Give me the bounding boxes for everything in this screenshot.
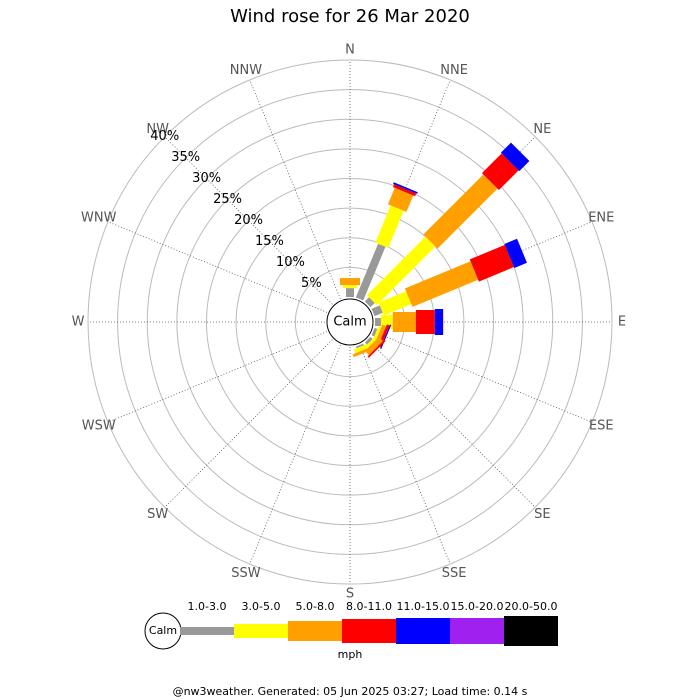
- bar-segment: [393, 182, 418, 194]
- legend-label: 11.0-15.0: [397, 600, 450, 613]
- bar-segment: [371, 327, 378, 337]
- bar-segment: [374, 318, 381, 326]
- bar-segment: [364, 336, 373, 345]
- bar-segment: [423, 174, 498, 249]
- direction-label: NNW: [230, 63, 262, 78]
- spoke: [107, 331, 328, 423]
- legend-label: 20.0-50.0: [505, 600, 558, 613]
- bar-segment: [481, 153, 519, 191]
- r-tick-label: 30%: [192, 171, 221, 186]
- legend-swatch: [396, 618, 450, 644]
- direction-bars: [374, 309, 444, 335]
- bar-segment: [364, 336, 377, 349]
- direction-bars: [340, 278, 360, 297]
- bar-segment: [500, 142, 530, 172]
- direction-bars: [364, 142, 530, 308]
- direction-label: ESE: [589, 419, 614, 434]
- bar-segment: [434, 309, 444, 335]
- bar-segment: [387, 187, 414, 212]
- bar-segment: [364, 297, 375, 308]
- direction-label: SW: [147, 507, 168, 522]
- legend-label: 1.0-3.0: [188, 600, 227, 613]
- spoke: [107, 221, 328, 313]
- r-tick-label: 35%: [171, 150, 200, 165]
- calm-label: Calm: [333, 315, 366, 330]
- r-tick-label: 10%: [276, 255, 305, 270]
- direction-label: NNE: [440, 63, 468, 78]
- unit-label: mph: [338, 648, 363, 661]
- bar-segment: [378, 291, 412, 316]
- r-tick-label: 20%: [234, 213, 263, 228]
- bar-segment: [366, 236, 436, 306]
- spoke: [249, 79, 341, 300]
- direction-label: S: [346, 587, 354, 602]
- spoke: [372, 331, 593, 423]
- r-tick-label: 25%: [213, 192, 242, 207]
- calm-circle: [326, 298, 374, 346]
- legend-swatch: [342, 619, 396, 643]
- direction-label: ENE: [588, 210, 614, 225]
- r-tick-label: 5%: [301, 276, 322, 291]
- direction-label: N: [345, 43, 355, 58]
- grid-ring: [235, 207, 465, 437]
- direction-label: W: [72, 315, 85, 330]
- bar-segment: [371, 305, 383, 317]
- spoke: [249, 344, 341, 565]
- direction-bars: [352, 343, 373, 358]
- bar-segment: [353, 344, 369, 354]
- spoke: [367, 339, 536, 508]
- bar-segment: [346, 288, 354, 297]
- legend-label: 15.0-20.0: [451, 600, 504, 613]
- bar-segment: [415, 310, 435, 334]
- legend-swatch: [234, 624, 288, 638]
- bar-segment: [504, 238, 527, 268]
- chart-title: Wind rose for 26 Mar 2020: [230, 6, 470, 27]
- legend-label: 8.0-11.0: [346, 600, 392, 613]
- spoke: [359, 344, 451, 565]
- legend-swatch: [180, 627, 234, 635]
- bar-segment: [375, 205, 404, 248]
- bar-segment: [352, 346, 373, 358]
- direction-label: SE: [534, 507, 550, 522]
- bar-segment: [392, 312, 416, 332]
- legend-calm-label: Calm: [149, 624, 177, 637]
- direction-label: NW: [146, 122, 169, 137]
- r-tick-label: 15%: [255, 234, 284, 249]
- legend-swatch: [450, 618, 504, 644]
- bar-segment: [340, 278, 360, 286]
- legend-swatch: [504, 616, 558, 646]
- bar-segment: [367, 339, 386, 358]
- grid-ring: [87, 59, 613, 585]
- direction-label: NE: [533, 122, 551, 137]
- legend-label: 5.0-8.0: [296, 600, 335, 613]
- bar-segment: [355, 343, 364, 349]
- direction-bars: [371, 238, 527, 317]
- legend-swatch: [288, 621, 342, 641]
- bar-segment: [469, 244, 514, 282]
- grid-ring: [176, 148, 524, 496]
- direction-label: SSE: [442, 566, 467, 581]
- bar-segment: [343, 285, 357, 289]
- direction-label: WSW: [82, 419, 116, 434]
- legend-label: 3.0-5.0: [242, 600, 281, 613]
- bar-segment: [392, 184, 417, 197]
- spoke: [164, 136, 333, 305]
- direction-bars: [355, 182, 418, 301]
- spoke: [164, 339, 333, 508]
- footer: @nw3weather. Generated: 05 Jun 2025 03:2…: [173, 685, 528, 698]
- grid-ring: [206, 178, 494, 466]
- bar-segment: [404, 261, 479, 307]
- r-tick-label: 40%: [150, 129, 179, 144]
- bar-segment: [373, 326, 382, 341]
- direction-label: E: [618, 315, 626, 330]
- direction-label: SSW: [231, 566, 261, 581]
- bar-segment: [355, 243, 386, 301]
- direction-label: WNW: [81, 210, 117, 225]
